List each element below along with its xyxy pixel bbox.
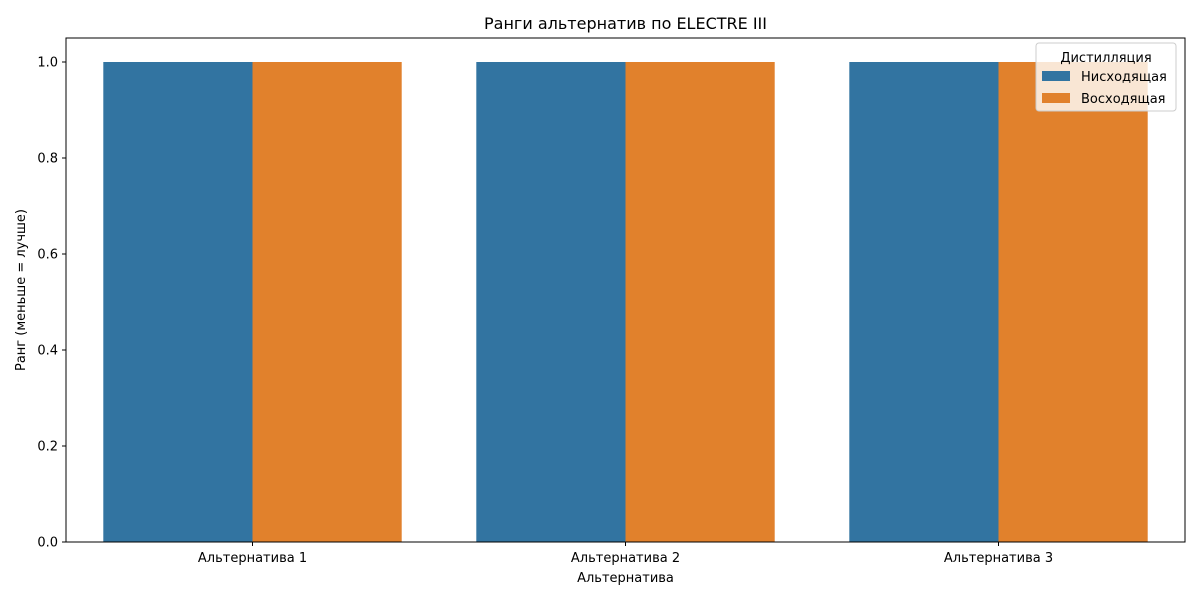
x-axis-label: Альтернатива xyxy=(577,571,674,586)
chart-title: Ранги альтернатив по ELECTRE III xyxy=(484,14,767,33)
legend-swatch-descending xyxy=(1042,71,1070,81)
x-tick-label: Альтернатива 1 xyxy=(198,551,307,566)
legend-title: Дистилляция xyxy=(1060,51,1151,66)
y-tick-label: 0.4 xyxy=(37,344,58,359)
bars-group xyxy=(103,62,1148,542)
bar-descending-2 xyxy=(476,62,626,542)
bar-ascending-3 xyxy=(998,62,1148,542)
bar-ascending-2 xyxy=(625,62,775,542)
bar-descending-1 xyxy=(103,62,253,542)
y-tick-label: 0.0 xyxy=(37,536,58,551)
bar-ascending-1 xyxy=(252,62,402,542)
x-axis-ticks: Альтернатива 1 Альтернатива 2 Альтернатива… xyxy=(198,542,1053,566)
y-axis-label: Ранг (меньше = лучше) xyxy=(14,209,29,371)
legend-label-descending: Нисходящая xyxy=(1081,70,1167,85)
y-tick-label: 0.8 xyxy=(37,152,58,167)
legend-label-ascending: Восходящая xyxy=(1081,92,1166,107)
y-tick-label: 0.2 xyxy=(37,440,58,455)
bar-descending-3 xyxy=(849,62,999,542)
y-tick-label: 0.6 xyxy=(37,248,58,263)
legend: Дистилляция Нисходящая Восходящая xyxy=(1035,42,1177,112)
y-tick-label: 1.0 xyxy=(37,56,58,71)
y-axis-ticks: 0.0 0.2 0.4 0.6 0.8 1.0 xyxy=(37,56,66,551)
legend-frame xyxy=(1035,42,1177,112)
plot-frame xyxy=(65,37,1186,543)
x-tick-label: Альтернатива 2 xyxy=(571,551,680,566)
x-tick-label: Альтернатива 3 xyxy=(944,551,1053,566)
legend-swatch-ascending xyxy=(1042,93,1070,103)
